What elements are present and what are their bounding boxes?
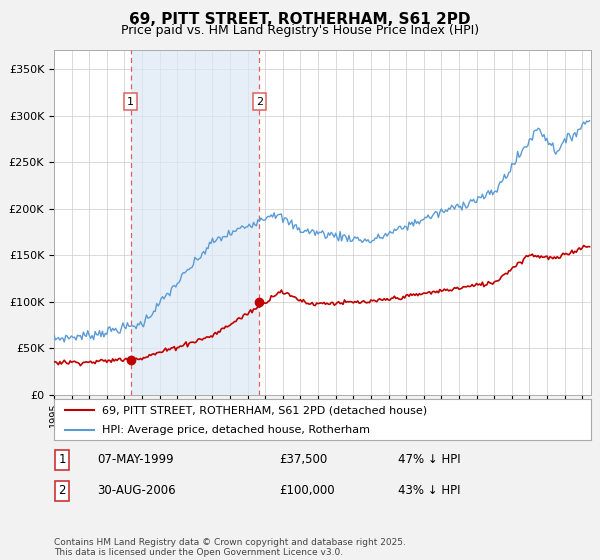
Text: 69, PITT STREET, ROTHERHAM, S61 2PD (detached house): 69, PITT STREET, ROTHERHAM, S61 2PD (det… xyxy=(103,405,427,415)
Text: 2: 2 xyxy=(256,96,263,106)
Text: 43% ↓ HPI: 43% ↓ HPI xyxy=(398,484,460,497)
Bar xyxy=(131,50,259,395)
Text: HPI: Average price, detached house, Rotherham: HPI: Average price, detached house, Roth… xyxy=(103,424,370,435)
Text: £37,500: £37,500 xyxy=(280,453,328,466)
Text: Contains HM Land Registry data © Crown copyright and database right 2025.
This d: Contains HM Land Registry data © Crown c… xyxy=(54,538,406,557)
Text: 07-MAY-1999: 07-MAY-1999 xyxy=(97,453,173,466)
Text: 2: 2 xyxy=(58,484,66,497)
Text: 69, PITT STREET, ROTHERHAM, S61 2PD: 69, PITT STREET, ROTHERHAM, S61 2PD xyxy=(129,12,471,27)
Text: Price paid vs. HM Land Registry's House Price Index (HPI): Price paid vs. HM Land Registry's House … xyxy=(121,24,479,36)
Text: 1: 1 xyxy=(127,96,134,106)
Text: 1: 1 xyxy=(58,453,66,466)
Text: 47% ↓ HPI: 47% ↓ HPI xyxy=(398,453,460,466)
Text: 30-AUG-2006: 30-AUG-2006 xyxy=(97,484,176,497)
Text: £100,000: £100,000 xyxy=(280,484,335,497)
